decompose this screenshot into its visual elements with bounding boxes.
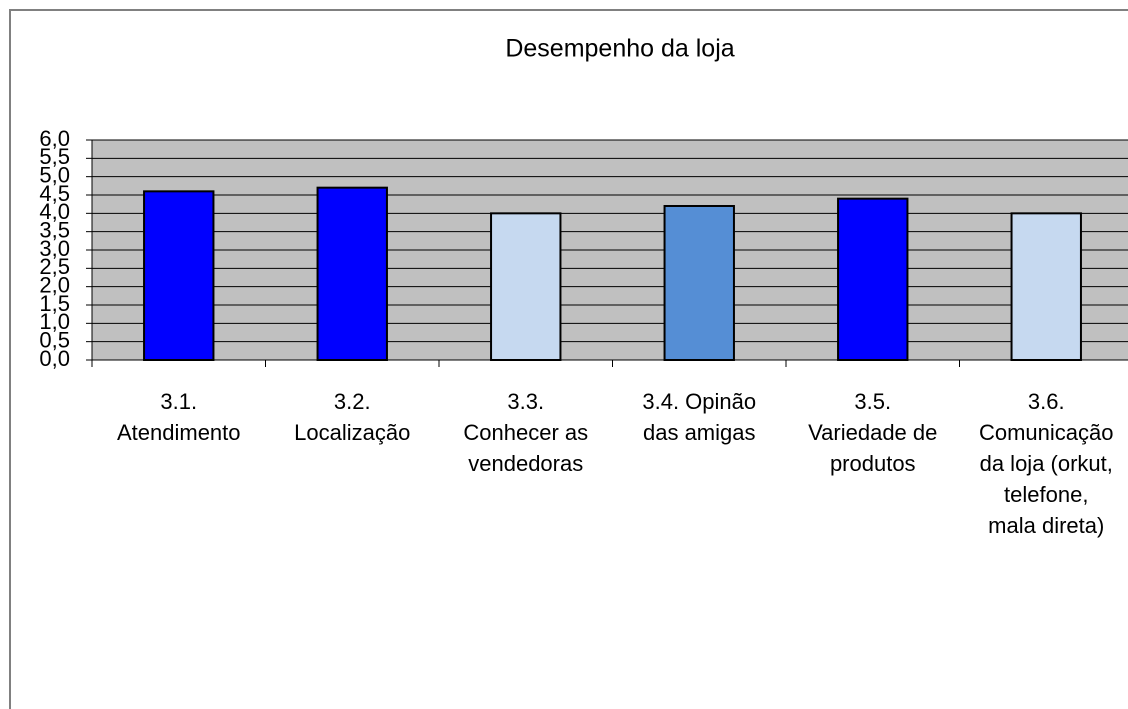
x-tick-label: 3.6. Comunicação da loja (orkut, telefon… (978, 389, 1114, 538)
x-tick-label: 3.5. Variedade de produtos (808, 389, 938, 476)
y-tick-label: 3,0 (39, 236, 70, 261)
y-tick-label: 0,5 (39, 327, 70, 352)
y-tick-label: 2,0 (39, 272, 70, 297)
y-tick-label: 0,0 (39, 346, 70, 371)
y-tick-label: 5,5 (39, 144, 70, 169)
x-tick-label: 3.2. Localização (294, 389, 411, 445)
bar (837, 197, 909, 361)
x-tick-label: 3.1. Atendimento (116, 389, 241, 445)
bar (663, 205, 735, 361)
bar (316, 186, 388, 361)
y-tick-label: 1,5 (39, 291, 70, 316)
y-tick-label: 3,5 (39, 217, 70, 242)
bar (143, 190, 215, 361)
y-tick-label: 4,0 (39, 199, 70, 224)
y-tick-label: 6,0 (39, 126, 70, 151)
y-tick-label: 2,5 (39, 254, 70, 279)
x-tick-label: 3.4. Opinão das amigas (642, 389, 757, 445)
bar (1010, 212, 1082, 361)
y-tick-label: 4,5 (39, 181, 70, 206)
y-tick-label: 1,0 (39, 309, 70, 334)
x-tick-label: 3.3. Conhecer as vendedoras (463, 389, 589, 476)
y-tick-label: 5,0 (39, 162, 70, 187)
chart-title: Desempenho da loja (505, 35, 734, 63)
bar (490, 212, 562, 361)
